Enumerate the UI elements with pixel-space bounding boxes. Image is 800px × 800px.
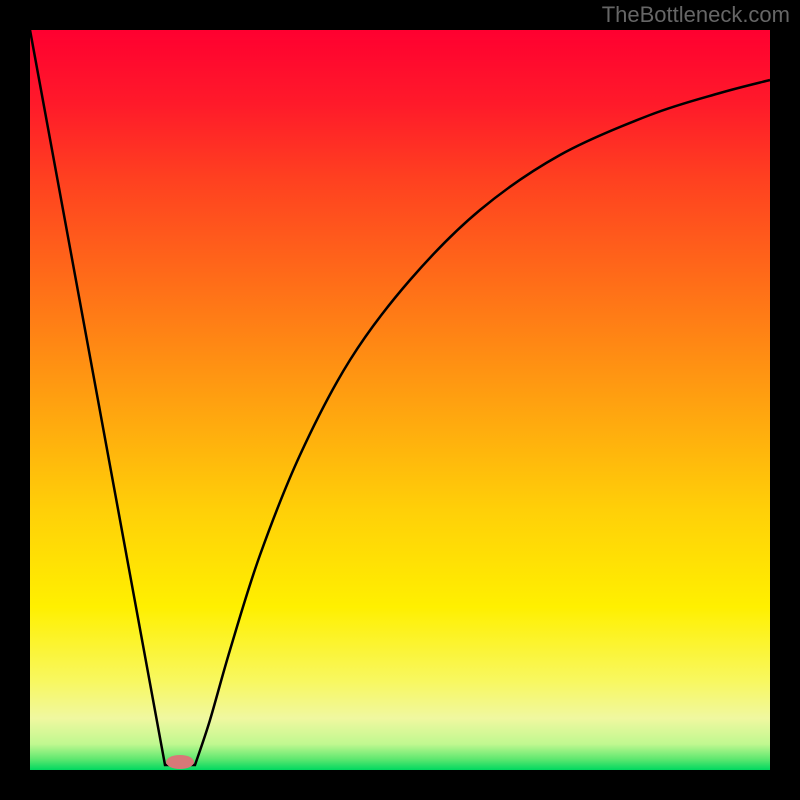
bottleneck-chart (0, 0, 800, 800)
heat-gradient-background (30, 30, 770, 770)
optimal-point-marker (166, 755, 194, 769)
chart-container: TheBottleneck.com (0, 0, 800, 800)
watermark-text: TheBottleneck.com (602, 2, 790, 28)
